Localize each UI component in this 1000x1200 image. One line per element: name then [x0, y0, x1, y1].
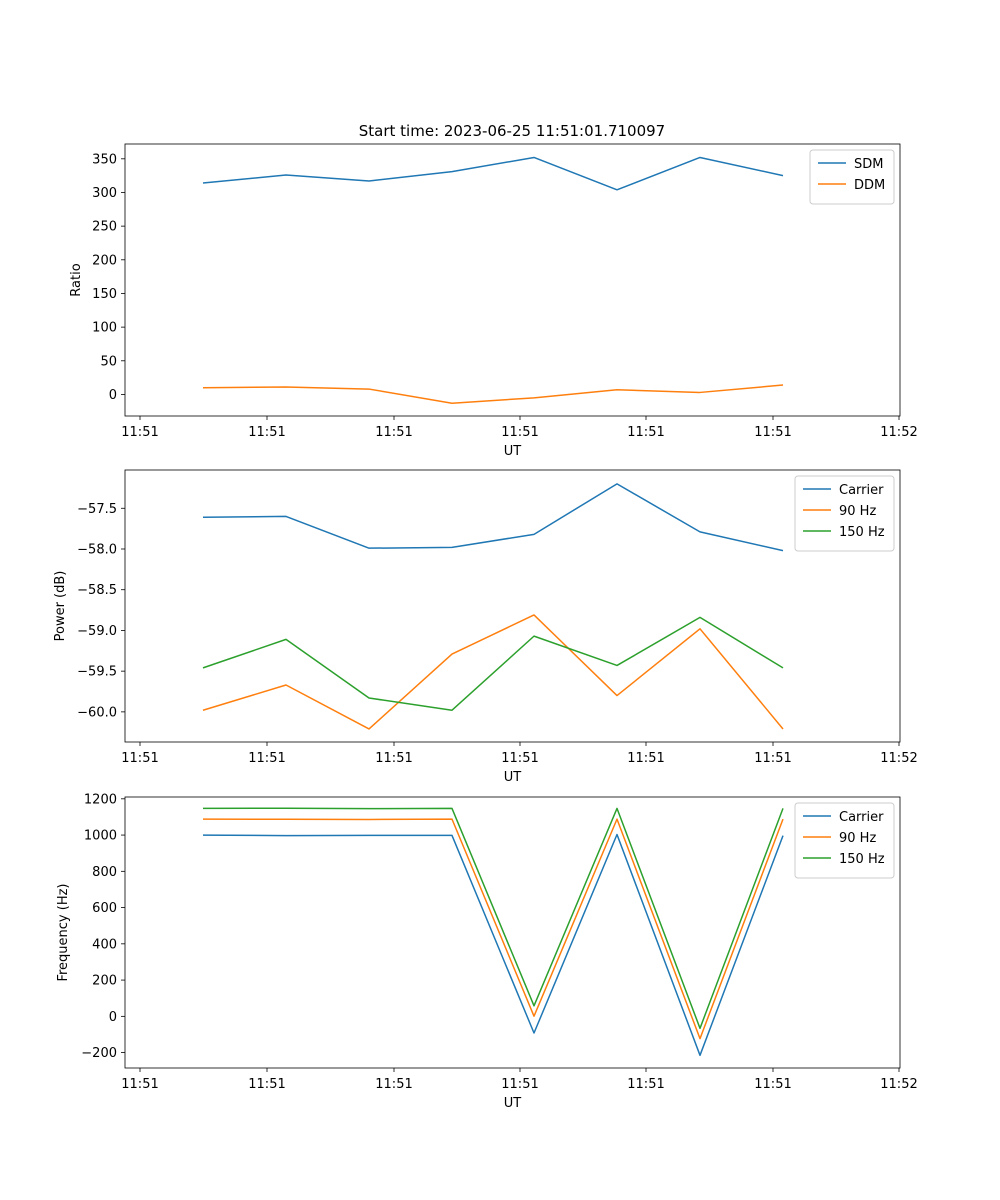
x-tick-label: 11:51: [375, 751, 412, 766]
y-tick-label: −200: [81, 1046, 117, 1061]
y-tick-label: 250: [92, 220, 117, 235]
series-line-sdm: [202, 156, 784, 191]
x-tick-label: 11:51: [627, 425, 664, 440]
y-tick-label: 50: [100, 354, 117, 369]
series-line-150-hz: [202, 616, 784, 711]
x-tick-label: 11:51: [754, 425, 791, 440]
series-line-ddm: [202, 384, 784, 404]
legend-label: 150 Hz: [839, 525, 885, 540]
axes-frame: [124, 469, 901, 743]
y-axis-label: Ratio: [69, 263, 84, 296]
series-line-carrier: [202, 483, 784, 552]
x-tick-label: 11:51: [375, 1077, 412, 1092]
x-tick-label: 11:51: [248, 751, 285, 766]
chart-title: Start time: 2023-06-25 11:51:01.710097: [359, 122, 665, 140]
y-axis-label: Power (dB): [53, 571, 68, 642]
y-tick-label: 350: [92, 152, 117, 167]
series-line-150-hz: [202, 807, 784, 1030]
legend: [794, 802, 895, 879]
legend-label: DDM: [854, 178, 885, 193]
legend-label: 90 Hz: [839, 504, 876, 519]
series-line-carrier: [202, 833, 784, 1057]
x-tick-label: 11:52: [880, 425, 917, 440]
y-tick-label: −57.5: [77, 502, 117, 517]
x-tick-label: 11:51: [248, 425, 285, 440]
axes-frame: [124, 796, 901, 1069]
y-tick-label: 100: [92, 321, 117, 336]
y-tick-label: 600: [92, 901, 117, 916]
series-line-90-hz: [202, 614, 784, 730]
x-tick-label: 11:51: [627, 1077, 664, 1092]
y-tick-label: 1000: [84, 829, 117, 844]
y-axis-label: Frequency (Hz): [56, 883, 71, 981]
legend: [794, 475, 895, 552]
x-tick-label: 11:51: [121, 1077, 158, 1092]
y-tick-label: 200: [92, 974, 117, 989]
x-tick-label: 11:51: [754, 751, 791, 766]
x-tick-label: 11:51: [375, 425, 412, 440]
x-tick-label: 11:51: [121, 425, 158, 440]
x-axis-label: UT: [504, 770, 522, 785]
y-tick-label: −59.5: [77, 665, 117, 680]
x-tick-label: 11:52: [880, 1077, 917, 1092]
y-tick-label: 200: [92, 253, 117, 268]
legend-label: 90 Hz: [839, 831, 876, 846]
x-axis-label: UT: [504, 1096, 522, 1111]
y-tick-label: 400: [92, 937, 117, 952]
x-tick-label: 11:52: [880, 751, 917, 766]
legend-label: SDM: [854, 157, 883, 172]
y-tick-label: 150: [92, 287, 117, 302]
y-tick-label: 0: [109, 388, 117, 403]
legend-label: Carrier: [839, 810, 884, 825]
series-line-90-hz: [202, 818, 784, 1040]
legend-label: Carrier: [839, 483, 884, 498]
x-tick-label: 11:51: [754, 1077, 791, 1092]
legend-label: 150 Hz: [839, 852, 885, 867]
y-tick-label: −60.0: [77, 705, 117, 720]
x-tick-label: 11:51: [501, 751, 538, 766]
x-tick-label: 11:51: [248, 1077, 285, 1092]
y-tick-label: −59.0: [77, 624, 117, 639]
axes-frame: [124, 143, 901, 417]
y-tick-label: 800: [92, 865, 117, 880]
x-tick-label: 11:51: [627, 751, 664, 766]
y-tick-label: 300: [92, 186, 117, 201]
x-tick-label: 11:51: [501, 1077, 538, 1092]
x-tick-label: 11:51: [501, 425, 538, 440]
y-tick-label: −58.0: [77, 542, 117, 557]
x-tick-label: 11:51: [121, 751, 158, 766]
y-tick-label: 1200: [84, 792, 117, 807]
y-tick-label: −58.5: [77, 583, 117, 598]
y-tick-label: 0: [109, 1010, 117, 1025]
x-axis-label: UT: [504, 444, 522, 459]
